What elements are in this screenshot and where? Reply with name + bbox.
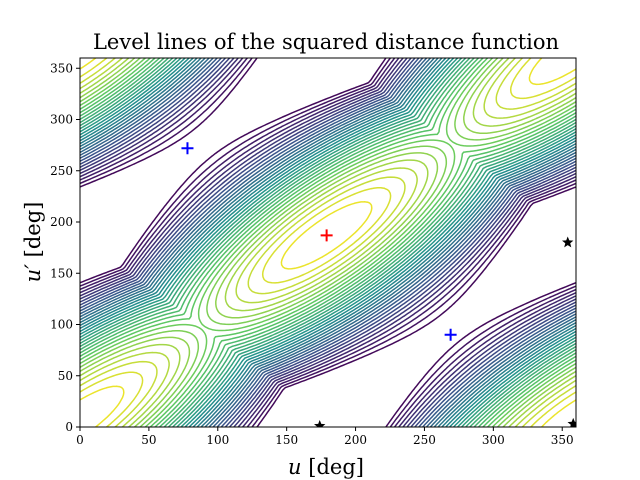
x-tick-label: 150	[275, 433, 298, 447]
x-axis-label: u [deg]	[288, 455, 364, 479]
contour-level	[80, 58, 576, 427]
star-marker	[567, 417, 576, 427]
y-tick-label: 0	[65, 420, 73, 434]
plus-marker	[444, 328, 457, 341]
contour-level	[80, 58, 576, 427]
contour-level	[80, 58, 576, 427]
y-tick-label: 150	[50, 266, 73, 280]
y-tick-label: 100	[50, 318, 73, 332]
contour-level	[80, 58, 576, 427]
y-axis-unit: [deg]	[21, 202, 45, 264]
contour-level	[80, 58, 576, 427]
plot-frame	[79, 57, 577, 428]
x-tick-label: 0	[76, 433, 84, 447]
contour-level	[80, 58, 576, 427]
contour-level	[80, 58, 576, 427]
contour-level	[80, 58, 576, 427]
contour-lines	[80, 58, 576, 427]
plus-marker	[320, 229, 333, 242]
x-tick-label: 250	[413, 433, 436, 447]
contour-level	[80, 58, 576, 427]
markers	[181, 142, 576, 427]
contour-level	[80, 58, 576, 427]
x-tick-label: 300	[482, 433, 505, 447]
x-tick-label: 100	[206, 433, 229, 447]
contour-level	[80, 58, 576, 427]
contour-level	[80, 58, 576, 427]
x-tick-label: 50	[141, 433, 156, 447]
x-tick-label: 350	[551, 433, 574, 447]
contour-level	[80, 58, 576, 427]
contour-level	[80, 58, 576, 427]
contour-level	[80, 58, 576, 427]
y-tick-label: 50	[58, 369, 73, 383]
contour-level	[80, 58, 576, 427]
plus-marker	[181, 142, 194, 155]
x-axis-ticks: 0 50 100 150 200 250 300 350	[76, 427, 574, 447]
contour-level	[80, 58, 576, 427]
y-tick-label: 250	[50, 164, 73, 178]
y-tick-label: 200	[50, 215, 73, 229]
x-axis-symbol: u	[288, 455, 302, 479]
contour-level	[80, 58, 576, 427]
contour-level	[80, 58, 576, 427]
x-axis-unit: [deg]	[302, 455, 364, 479]
y-tick-label: 350	[50, 61, 73, 75]
y-axis-symbol: u′	[21, 264, 45, 283]
contour-level	[80, 58, 576, 427]
chart-title: Level lines of the squared distance func…	[93, 30, 559, 54]
contour-level	[80, 58, 576, 427]
y-axis-ticks: 0 50 100 150 200 250 300 350	[50, 61, 80, 434]
y-axis-label: u′ [deg]	[21, 202, 45, 283]
y-tick-label: 300	[50, 113, 73, 127]
contour-level	[80, 58, 576, 427]
star-marker	[562, 236, 574, 248]
x-tick-label: 200	[344, 433, 367, 447]
contour-level	[80, 58, 576, 427]
contour-level	[80, 58, 576, 427]
contour-level	[80, 58, 576, 427]
star-marker	[314, 420, 326, 427]
